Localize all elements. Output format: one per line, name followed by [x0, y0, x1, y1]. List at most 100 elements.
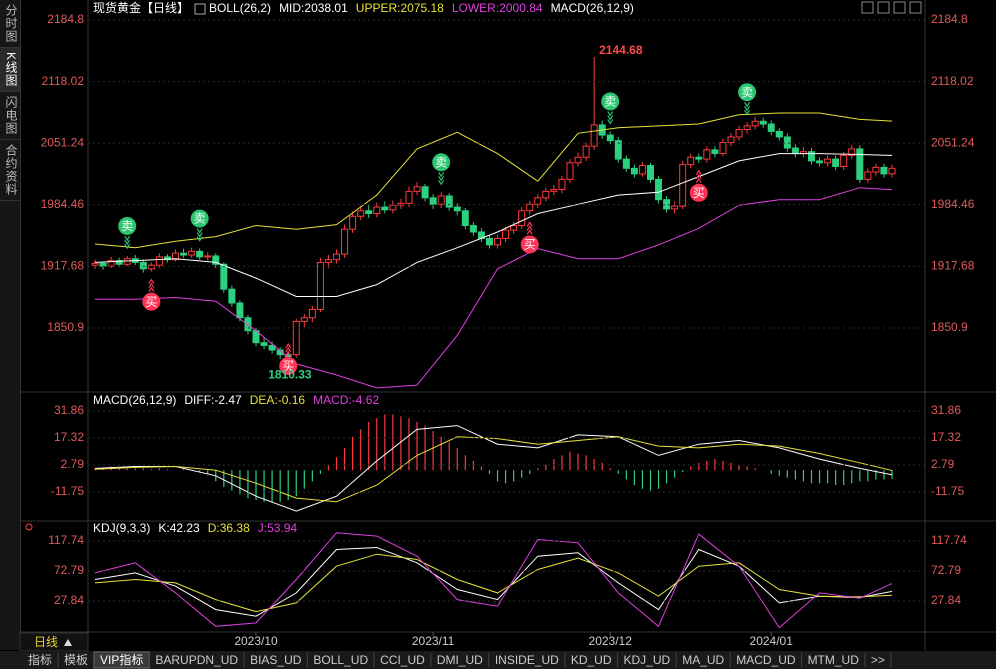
window-icons — [861, 1, 922, 14]
candle-body — [574, 156, 582, 164]
bottom-tab[interactable]: INSIDE_UD — [495, 653, 559, 667]
candle-body — [655, 178, 663, 201]
signal-arrow — [607, 119, 614, 125]
y-tick-label: 1984.46 — [931, 197, 975, 211]
bottom-tab[interactable]: MACD_UD — [736, 653, 796, 667]
candle-body — [719, 141, 727, 155]
bottom-tab[interactable]: KD_UD — [571, 653, 612, 667]
signal-arrow — [285, 342, 292, 349]
candle-body — [550, 189, 558, 192]
y-tick-label: 27.84 — [54, 593, 84, 607]
bottom-tab[interactable]: 模板 — [64, 653, 88, 667]
candle-body — [147, 264, 155, 270]
candle-body — [638, 165, 646, 175]
candle-body — [155, 256, 163, 266]
y-tick-label: 31.86 — [54, 403, 84, 417]
candle-body — [180, 252, 188, 256]
candle-body — [679, 164, 687, 207]
signal — [190, 209, 209, 228]
candle-body — [832, 158, 840, 167]
signal-arrow — [196, 232, 203, 238]
side-tab[interactable]: 分时图 — [0, 0, 20, 48]
candle-body — [606, 134, 614, 142]
signal-arrow — [438, 179, 445, 186]
bottom-tab[interactable]: 指标 — [28, 652, 52, 667]
candle-body — [268, 344, 276, 351]
bottom-tab[interactable]: BIAS_UD — [250, 653, 302, 667]
candle-body — [228, 288, 236, 304]
candle-body — [711, 149, 719, 155]
signal-arrow — [526, 221, 533, 227]
signal-label: 卖 — [741, 85, 753, 99]
signal — [118, 216, 137, 235]
bottom-tab[interactable]: DMI_UD — [437, 653, 483, 667]
side-tab[interactable]: 合约资料 — [0, 140, 20, 202]
icon[interactable] — [893, 1, 906, 14]
y-tick-label: 1917.68 — [931, 259, 975, 273]
indicator-line — [95, 187, 893, 389]
candle-body — [727, 136, 735, 143]
candle-body — [373, 206, 381, 215]
signal-arrow — [438, 175, 445, 182]
signal — [601, 92, 620, 111]
legend-item: DEA:-0.16 — [250, 393, 306, 407]
bottom-tab[interactable]: CCI_UD — [380, 653, 425, 667]
signal-label: 买 — [524, 238, 536, 252]
signal-label: 卖 — [121, 219, 133, 233]
side-tab[interactable]: K线图 — [0, 48, 20, 93]
candle-body — [510, 225, 518, 231]
candle-body — [381, 206, 389, 211]
candle-body — [494, 237, 502, 246]
signal-arrow — [148, 278, 155, 284]
side-tab[interactable]: 闪电图 — [0, 92, 20, 141]
candle-body — [791, 147, 799, 155]
bottom-tab[interactable]: BARUPDN_UD — [155, 653, 238, 667]
bottom-tab[interactable]: VIP指标 — [100, 652, 143, 667]
icon[interactable] — [909, 1, 922, 14]
y-tick-label: 2118.02 — [931, 74, 974, 88]
signal — [520, 235, 539, 254]
candle-body — [260, 342, 268, 346]
candle-body — [840, 154, 848, 167]
candle-body — [888, 167, 896, 175]
signal-arrow — [744, 109, 751, 116]
candle-body — [582, 145, 590, 158]
bottom-tab[interactable]: BOLL_UD — [313, 653, 368, 667]
sidebar: 分时图 K线图 闪电图 合约资料 — [0, 0, 21, 650]
bottom-tab[interactable]: MA_UD — [682, 653, 724, 667]
chart-title: 现货黄金【日线】 — [93, 0, 189, 15]
candle-body — [759, 120, 767, 125]
candle-body — [413, 186, 421, 192]
x-tick-label: 2023/11 — [412, 634, 455, 648]
indicator-line — [94, 112, 893, 249]
x-tick-label: 2024/01 — [750, 634, 794, 648]
candle-body — [115, 260, 123, 265]
candle-body — [622, 158, 630, 169]
y-tick-label: 2184.8 — [47, 12, 84, 26]
bottom-tab[interactable]: >> — [871, 653, 885, 667]
y-tick-label: 17.32 — [931, 430, 961, 444]
indicator-line — [94, 153, 893, 297]
y-tick-label: 27.84 — [931, 593, 961, 607]
bottom-tab[interactable]: MTM_UD — [808, 653, 860, 667]
candle-body — [163, 256, 171, 261]
candle-body — [824, 158, 832, 164]
candle-body — [429, 197, 437, 205]
y-tick-label: 1850.9 — [47, 320, 84, 334]
legend-item: D:36.38 — [208, 521, 250, 535]
icon[interactable] — [861, 1, 874, 14]
legend-item: MID:2038.01 — [279, 1, 348, 15]
bottom-tab[interactable]: KDJ_UD — [624, 653, 671, 667]
signal-arrow — [124, 235, 131, 242]
y-tick-label: 1850.9 — [931, 320, 968, 334]
icon[interactable] — [877, 1, 890, 14]
candle-body — [566, 162, 574, 180]
legend-item: UPPER:2075.18 — [356, 1, 444, 15]
candle-body — [421, 186, 429, 199]
x-tick-label: 2023/10 — [234, 634, 278, 648]
legend-item: MACD:-4.62 — [313, 393, 379, 407]
candle-body — [333, 253, 341, 261]
signal-arrow — [695, 169, 702, 176]
candle-body — [469, 225, 477, 233]
